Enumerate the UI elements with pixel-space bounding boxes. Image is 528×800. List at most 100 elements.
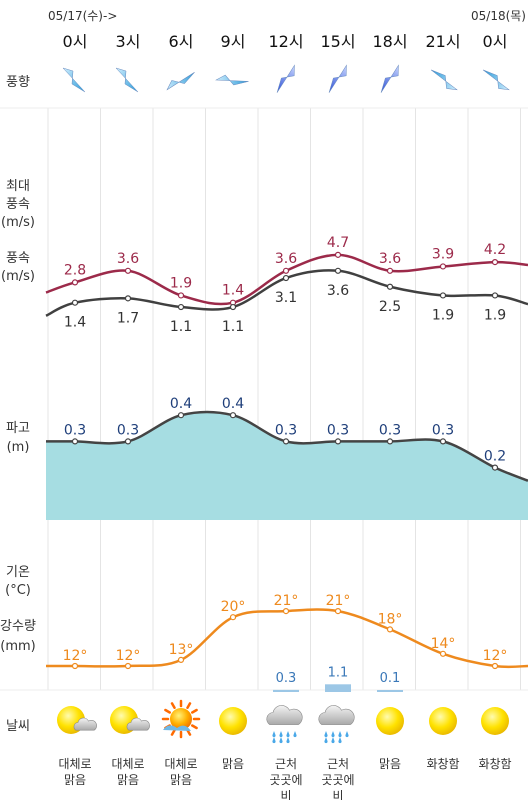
max-wind-value: 3.6 (275, 251, 297, 267)
weather-text: 비 (332, 789, 343, 800)
wind-value: 2.5 (379, 299, 401, 315)
temp-value: 21° (326, 593, 351, 609)
temp-point (124, 662, 132, 670)
weather-text: 맑음 (64, 773, 86, 787)
weather-text: 화창함 (426, 757, 459, 771)
wave-point (334, 438, 342, 445)
wind-value: 1.9 (484, 307, 506, 323)
max-wind-value: 3.6 (379, 251, 401, 267)
temperature-chart: 12° 12° 13° 20° 21° 21° 18° 14° 12° (45, 593, 528, 670)
wind-point (124, 295, 132, 302)
temp-point (334, 607, 342, 615)
max-wind-value: 2.8 (64, 262, 86, 278)
wind-label-2: (m/s) (1, 269, 35, 284)
temp-point (177, 656, 185, 664)
sun-cloud-icon (57, 706, 97, 734)
wave-label-1: 파고 (6, 421, 30, 436)
arrow-w-icon (380, 64, 399, 93)
arrow-sw-icon (62, 67, 86, 93)
temp-label-1: 기온 (6, 565, 30, 580)
weather-text: 대체로 (164, 757, 197, 771)
max-wind-point (71, 279, 79, 286)
time-label: 3시 (116, 32, 141, 51)
wind-direction-row (62, 64, 510, 93)
sun-cloud-icon (161, 699, 201, 739)
arrow-se-icon (166, 72, 195, 91)
weather-text: 맑음 (379, 757, 401, 771)
wind-value: 1.7 (117, 310, 139, 326)
temp-value: 14° (431, 636, 456, 652)
wind-point (439, 292, 447, 299)
precip-value: 1.1 (328, 665, 349, 680)
max-wind-point (124, 267, 132, 274)
time-label: 9시 (221, 32, 246, 51)
weather-text: 화창함 (478, 757, 511, 771)
time-label: 0시 (63, 32, 88, 51)
max-wind-label-1: 최대 (6, 179, 30, 194)
weather-text: 근처 (275, 757, 297, 771)
time-label: 12시 (268, 32, 303, 51)
wind-speed-chart: 2.8 3.6 1.9 1.4 3.6 4.7 3.6 3.9 4.2 1.4 1.7 1.1 1.1 3… (45, 235, 528, 335)
wind-point (386, 283, 394, 290)
wind-point (229, 303, 237, 311)
wave-value: 0.3 (379, 422, 401, 438)
time-header: 0시 3시 6시 9시 12시 15시 18시 21시 0시 (63, 32, 508, 51)
temp-point (386, 626, 394, 633)
precip-bar (273, 689, 299, 692)
wave-value: 0.3 (432, 422, 454, 438)
max-wind-point (334, 251, 342, 258)
wave-point (282, 438, 290, 445)
max-wind-label-2: 풍속 (6, 197, 30, 212)
precip-bar (325, 684, 351, 692)
sun-icon (429, 707, 457, 735)
max-wind-point (386, 267, 394, 274)
wave-value: 0.4 (170, 396, 192, 412)
temp-point (229, 614, 237, 621)
precip-label-1: 강수량 (0, 619, 36, 634)
max-wind-value: 4.2 (484, 242, 506, 258)
arrow-w-icon (276, 64, 295, 93)
temp-value: 21° (274, 593, 299, 609)
max-wind-value: 3.6 (117, 251, 139, 267)
wave-point (71, 438, 79, 445)
wave-point (229, 412, 237, 419)
weather-text: 맑음 (117, 773, 139, 787)
temp-point (439, 650, 447, 657)
sun-cloud-icon (110, 706, 150, 734)
arrow-sw-icon (115, 67, 139, 93)
wind-direction-label: 풍향 (6, 75, 30, 90)
max-wind-value: 3.9 (432, 246, 454, 262)
precipitation-chart: 0.3 1.1 0.1 (273, 665, 403, 692)
temp-value: 18° (378, 611, 403, 627)
wind-point (71, 299, 79, 306)
weather-text: 곳곳에 (269, 773, 302, 787)
max-wind-label-3: (m/s) (1, 215, 35, 230)
wave-point (491, 464, 499, 471)
weather-text: 대체로 (111, 757, 144, 771)
wave-area (46, 411, 528, 520)
temp-value: 12° (483, 648, 508, 664)
wind-value: 3.6 (327, 283, 349, 299)
arrow-ne-icon (482, 69, 510, 91)
max-wind-value: 4.7 (327, 235, 349, 251)
arrow-ne-icon (430, 69, 458, 91)
time-label: 0시 (483, 32, 508, 51)
weather-text: 대체로 (58, 757, 91, 771)
temp-value: 20° (221, 599, 246, 615)
wind-value: 1.4 (64, 315, 86, 331)
wave-value: 0.4 (222, 396, 244, 412)
temp-value: 13° (169, 642, 194, 658)
wind-point (282, 274, 290, 282)
arrow-s-icon (215, 74, 249, 86)
sun-icon (376, 707, 404, 735)
wind-label-1: 풍속 (6, 251, 30, 266)
precip-label-2: (mm) (0, 639, 35, 654)
temp-point (491, 662, 499, 670)
wave-point (439, 438, 447, 445)
weather-text: 맑음 (222, 757, 244, 771)
wave-point (177, 412, 185, 419)
wind-value: 1.9 (432, 307, 454, 323)
wind-point (491, 292, 499, 299)
weather-label: 날씨 (6, 719, 30, 734)
